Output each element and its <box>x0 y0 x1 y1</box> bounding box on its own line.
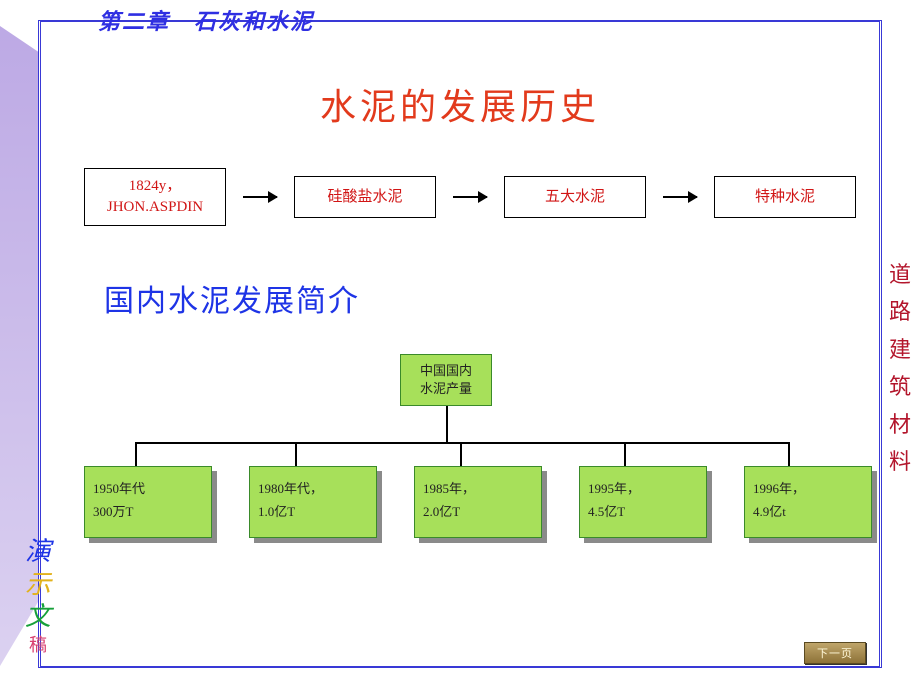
leaf-line2: 4.9亿t <box>753 500 863 523</box>
flow-box-1-line1: 1824y， <box>129 176 182 197</box>
presentation-deco: 演 示 文 稿 <box>24 536 52 656</box>
leaf-box: 1995年， 4.5亿T <box>579 466 707 538</box>
main-title: 水泥的发展历史 <box>0 78 920 130</box>
leaf-line2: 4.5亿T <box>588 500 698 523</box>
leaf-line2: 300万T <box>93 500 203 523</box>
deco-char-2: 示 <box>24 569 52 602</box>
history-flow: 1824y， JHON.ASPDIN 硅酸盐水泥 五大水泥 特种水泥 <box>84 168 856 226</box>
deco-char-3: 文 <box>24 601 52 634</box>
tree-branch <box>788 442 790 466</box>
flow-box-3: 五大水泥 <box>504 176 646 218</box>
tree-root: 中国国内 水泥产量 <box>400 354 492 406</box>
flow-arrow-1 <box>243 196 277 198</box>
flow-box-1-line2: JHON.ASPDIN <box>107 197 203 218</box>
leaf-2: 1980年代， 1.0亿T <box>249 466 377 538</box>
leaf-5: 1996年， 4.9亿t <box>744 466 872 538</box>
leaf-row: 1950年代 300万T 1980年代， 1.0亿T 1985年， 2.0亿T … <box>84 466 872 538</box>
flow-box-3-line1: 五大水泥 <box>545 187 605 208</box>
leaf-1: 1950年代 300万T <box>84 466 212 538</box>
flow-box-4: 特种水泥 <box>714 176 856 218</box>
leaf-box: 1996年， 4.9亿t <box>744 466 872 538</box>
sub-title: 国内水泥发展简介 <box>104 276 360 320</box>
chapter-title: 第二章 石灰和水泥 <box>98 4 314 36</box>
tree-root-line2: 水泥产量 <box>401 380 491 398</box>
leaf-line2: 2.0亿T <box>423 500 533 523</box>
tree-branch <box>460 442 462 466</box>
right-vertical-label: 道路建筑材料 <box>888 256 912 480</box>
flow-box-2-line1: 硅酸盐水泥 <box>327 187 402 208</box>
leaf-3: 1985年， 2.0亿T <box>414 466 542 538</box>
leaf-line1: 1950年代 <box>93 477 203 500</box>
leaf-line2: 1.0亿T <box>258 500 368 523</box>
leaf-4: 1995年， 4.5亿T <box>579 466 707 538</box>
tree-branch <box>624 442 626 466</box>
leaf-box: 1950年代 300万T <box>84 466 212 538</box>
deco-char-4: 稿 <box>24 634 52 657</box>
tree-hline <box>135 442 788 444</box>
leaf-line1: 1980年代， <box>258 477 368 500</box>
flow-arrow-3 <box>663 196 697 198</box>
tree-branch <box>295 442 297 466</box>
flow-box-4-line1: 特种水泥 <box>755 187 815 208</box>
tree-branch <box>135 442 137 466</box>
leaf-box: 1985年， 2.0亿T <box>414 466 542 538</box>
flow-box-2: 硅酸盐水泥 <box>294 176 436 218</box>
leaf-line1: 1995年， <box>588 477 698 500</box>
next-page-button[interactable]: 下一页 <box>804 642 866 664</box>
leaf-line1: 1996年， <box>753 477 863 500</box>
flow-box-1: 1824y， JHON.ASPDIN <box>84 168 226 226</box>
leaf-box: 1980年代， 1.0亿T <box>249 466 377 538</box>
tree-trunk <box>446 406 448 442</box>
flow-arrow-2 <box>453 196 487 198</box>
leaf-line1: 1985年， <box>423 477 533 500</box>
tree-root-line1: 中国国内 <box>401 362 491 380</box>
deco-char-1: 演 <box>24 536 52 569</box>
